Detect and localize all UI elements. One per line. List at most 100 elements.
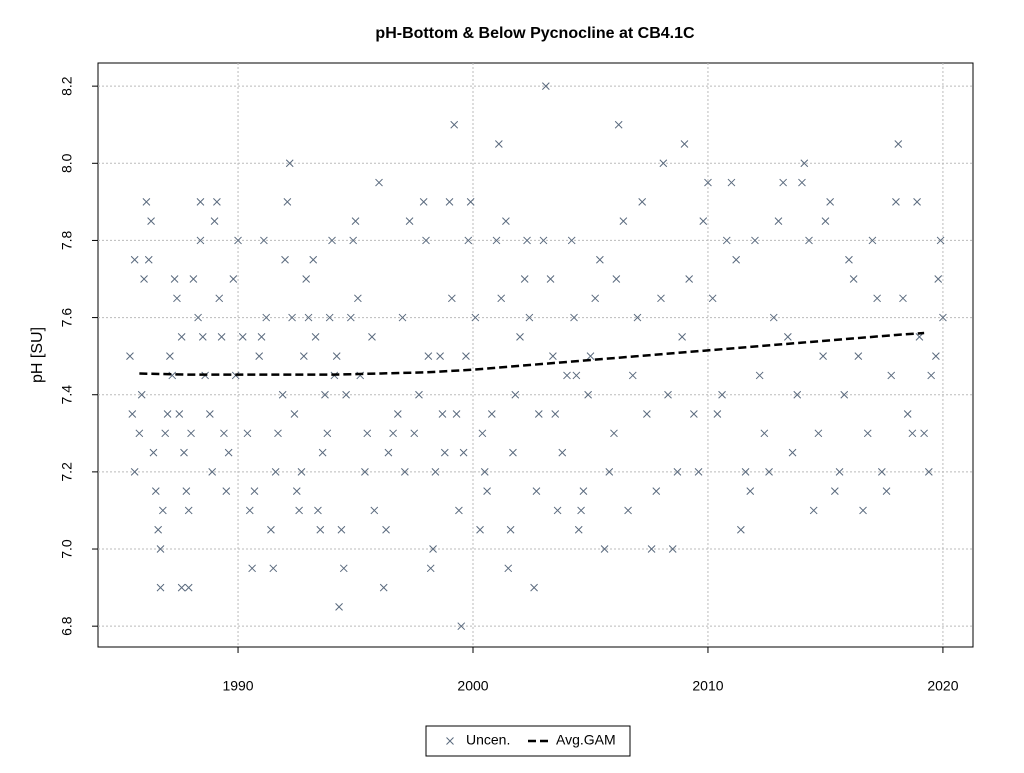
point bbox=[375, 178, 383, 187]
point bbox=[643, 410, 651, 418]
point bbox=[685, 275, 694, 283]
point bbox=[384, 448, 393, 457]
point bbox=[924, 468, 933, 476]
point bbox=[455, 506, 463, 515]
point bbox=[509, 448, 517, 457]
point bbox=[673, 468, 682, 476]
point bbox=[128, 410, 137, 418]
point bbox=[779, 178, 788, 187]
point bbox=[180, 448, 188, 457]
point bbox=[539, 236, 548, 245]
point bbox=[457, 622, 466, 631]
point bbox=[142, 198, 151, 206]
point bbox=[135, 429, 144, 438]
point bbox=[459, 448, 468, 457]
legend-label: Avg.GAM bbox=[556, 732, 616, 748]
legend-label: Uncen. bbox=[466, 732, 510, 748]
point bbox=[173, 294, 181, 303]
point bbox=[208, 468, 217, 476]
point bbox=[664, 390, 672, 399]
point bbox=[809, 506, 818, 515]
point bbox=[497, 294, 506, 303]
point bbox=[530, 583, 538, 592]
point bbox=[737, 525, 745, 534]
point bbox=[210, 217, 219, 226]
point bbox=[551, 410, 560, 418]
point bbox=[224, 448, 233, 457]
point bbox=[814, 429, 823, 438]
point bbox=[546, 275, 555, 283]
point bbox=[511, 390, 520, 399]
point bbox=[727, 178, 736, 187]
point bbox=[302, 275, 311, 283]
point bbox=[382, 525, 390, 534]
point bbox=[722, 236, 731, 245]
point bbox=[140, 275, 148, 283]
point bbox=[147, 217, 155, 226]
point bbox=[234, 236, 242, 245]
point bbox=[257, 333, 266, 341]
point bbox=[149, 448, 158, 457]
point bbox=[189, 275, 198, 283]
point bbox=[431, 468, 440, 476]
point bbox=[614, 120, 623, 129]
point bbox=[288, 313, 296, 322]
point bbox=[328, 236, 336, 245]
point bbox=[342, 390, 350, 399]
point bbox=[908, 429, 917, 438]
point bbox=[805, 236, 813, 245]
y-tick-label: 7.2 bbox=[59, 462, 75, 482]
point bbox=[368, 333, 376, 341]
point bbox=[596, 255, 604, 264]
point bbox=[440, 448, 449, 457]
point bbox=[466, 198, 475, 206]
chart-title: pH-Bottom & Below Pycnocline at CB4.1C bbox=[375, 25, 695, 42]
point bbox=[480, 468, 489, 476]
point bbox=[205, 410, 214, 418]
point bbox=[558, 448, 567, 457]
y-tick-label: 8.2 bbox=[59, 76, 75, 96]
point bbox=[854, 352, 863, 361]
point bbox=[859, 506, 867, 515]
point bbox=[668, 545, 677, 553]
point bbox=[927, 371, 936, 380]
point bbox=[877, 468, 886, 476]
point bbox=[245, 506, 254, 515]
point bbox=[845, 255, 853, 264]
x-tick-label: 1990 bbox=[222, 678, 253, 694]
point bbox=[363, 429, 372, 438]
point bbox=[426, 564, 435, 573]
point bbox=[476, 525, 484, 534]
point bbox=[283, 198, 292, 206]
point bbox=[274, 429, 282, 438]
point bbox=[765, 468, 773, 476]
point bbox=[619, 217, 628, 226]
point bbox=[591, 294, 600, 303]
point bbox=[424, 352, 433, 361]
x-tick-label: 2000 bbox=[457, 678, 488, 694]
point bbox=[419, 198, 428, 206]
point bbox=[523, 236, 531, 245]
point bbox=[769, 313, 778, 322]
point bbox=[494, 140, 503, 148]
point bbox=[652, 487, 661, 496]
point bbox=[222, 487, 231, 496]
point bbox=[438, 410, 447, 418]
point bbox=[361, 468, 369, 476]
point bbox=[570, 313, 578, 322]
point bbox=[309, 255, 318, 264]
point bbox=[126, 352, 134, 361]
point bbox=[337, 525, 346, 534]
point bbox=[144, 255, 153, 264]
point bbox=[304, 313, 313, 322]
point bbox=[335, 603, 343, 611]
point bbox=[830, 487, 839, 496]
point bbox=[405, 217, 414, 226]
point bbox=[600, 545, 609, 553]
point bbox=[151, 487, 160, 496]
point bbox=[504, 564, 513, 573]
point bbox=[751, 236, 759, 245]
gam-line bbox=[139, 331, 925, 376]
